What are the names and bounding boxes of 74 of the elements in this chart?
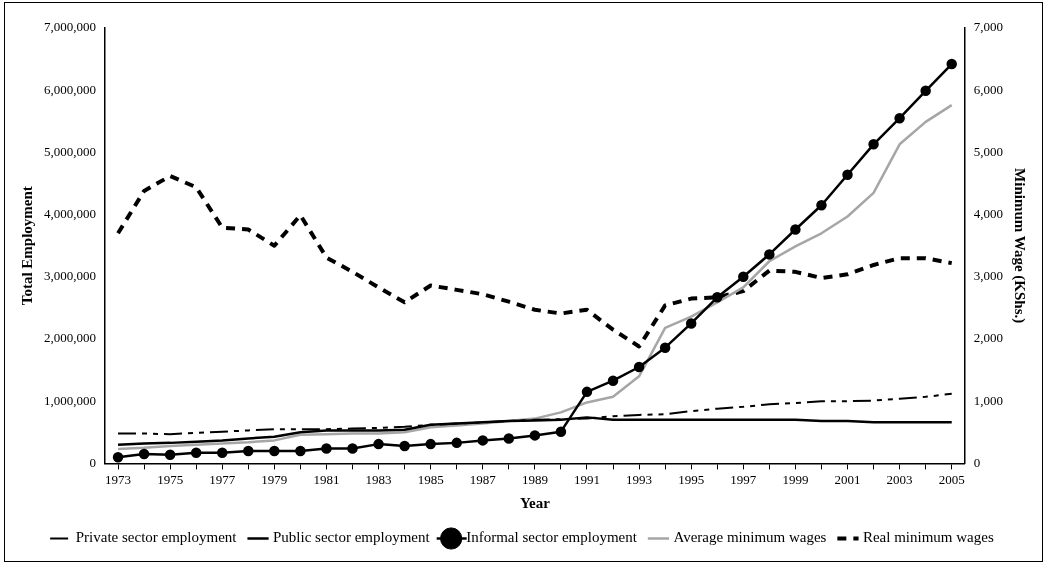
point xyxy=(243,445,254,457)
legend-label: Real minimum wages xyxy=(862,529,994,546)
point xyxy=(764,249,775,260)
point xyxy=(399,440,410,452)
legend-label: Public sector employment xyxy=(273,529,431,546)
y2-tick-label: 1,000 xyxy=(973,392,1003,408)
x-tick-label: 1987 xyxy=(469,471,497,487)
y2-axis-title: Minimum Wage (KShs.) xyxy=(1011,168,1029,324)
point xyxy=(269,445,280,457)
y-tick-label: 4,000,000 xyxy=(44,206,96,222)
point xyxy=(321,443,332,454)
y-axis-title: Total Employment xyxy=(18,186,35,306)
point xyxy=(816,200,827,211)
point xyxy=(164,449,176,460)
point xyxy=(138,448,150,460)
point xyxy=(373,438,384,450)
x-tick-label: 1995 xyxy=(678,471,705,487)
point xyxy=(868,139,879,150)
y2-tick-label: 5,000 xyxy=(973,143,1003,159)
point xyxy=(295,445,306,457)
point xyxy=(216,447,228,459)
x-tick-label: 2003 xyxy=(886,471,913,487)
y-tick-label: 3,000,000 xyxy=(44,268,96,284)
y2-tick-label: 0 xyxy=(973,454,981,470)
x-tick-label: 1997 xyxy=(730,471,757,487)
y2-tick-label: 2,000 xyxy=(973,330,1003,346)
point xyxy=(790,224,801,235)
point xyxy=(529,430,541,441)
point xyxy=(894,112,905,124)
y-tick-label: 1,000,000 xyxy=(44,392,96,408)
point xyxy=(607,375,619,386)
legend-label: Informal sector employment xyxy=(466,529,638,546)
point xyxy=(712,292,723,303)
x-tick-label: 1977 xyxy=(209,471,236,487)
y-tick-label: 6,000,000 xyxy=(44,81,96,97)
point xyxy=(190,447,202,459)
point xyxy=(425,438,436,450)
point xyxy=(842,169,853,181)
point xyxy=(112,451,124,463)
y2-tick-label: 7,000 xyxy=(973,19,1003,35)
y-tick-label: 0 xyxy=(89,454,96,470)
legend-label: Private sector employment xyxy=(75,529,238,546)
x-tick-label: 1973 xyxy=(105,471,132,487)
point xyxy=(503,433,515,444)
x-tick-label: 1985 xyxy=(417,471,444,487)
y2-tick-label: 6,000 xyxy=(973,81,1003,97)
x-tick-label: 1991 xyxy=(573,471,600,487)
x-tick-label: 1999 xyxy=(782,471,809,487)
x-tick-label: 1981 xyxy=(313,471,340,487)
point xyxy=(946,58,957,70)
x-tick-label: 2005 xyxy=(938,471,965,487)
y-tick-label: 5,000,000 xyxy=(44,143,96,159)
x-tick-label: 1993 xyxy=(626,471,653,487)
x-tick-label: 1979 xyxy=(261,471,288,487)
x-axis-title: Year xyxy=(519,494,551,511)
point xyxy=(685,318,697,329)
point xyxy=(451,437,462,449)
point xyxy=(477,435,489,446)
point xyxy=(920,85,931,97)
x-tick-label: 1975 xyxy=(157,471,184,487)
x-tick-label: 1983 xyxy=(365,471,392,487)
point xyxy=(555,426,567,437)
y2-tick-label: 3,000 xyxy=(973,268,1003,284)
legend-label: Average minimum wages xyxy=(673,529,827,546)
y-tick-label: 7,000,000 xyxy=(44,19,96,35)
point xyxy=(659,342,671,353)
point xyxy=(581,386,593,398)
x-tick-label: 1989 xyxy=(521,471,548,487)
y2-tick-label: 4,000 xyxy=(973,206,1003,222)
point xyxy=(738,271,749,283)
x-tick-label: 2001 xyxy=(834,471,861,487)
y-tick-label: 2,000,000 xyxy=(44,330,96,346)
point xyxy=(633,361,645,373)
point xyxy=(347,443,358,454)
